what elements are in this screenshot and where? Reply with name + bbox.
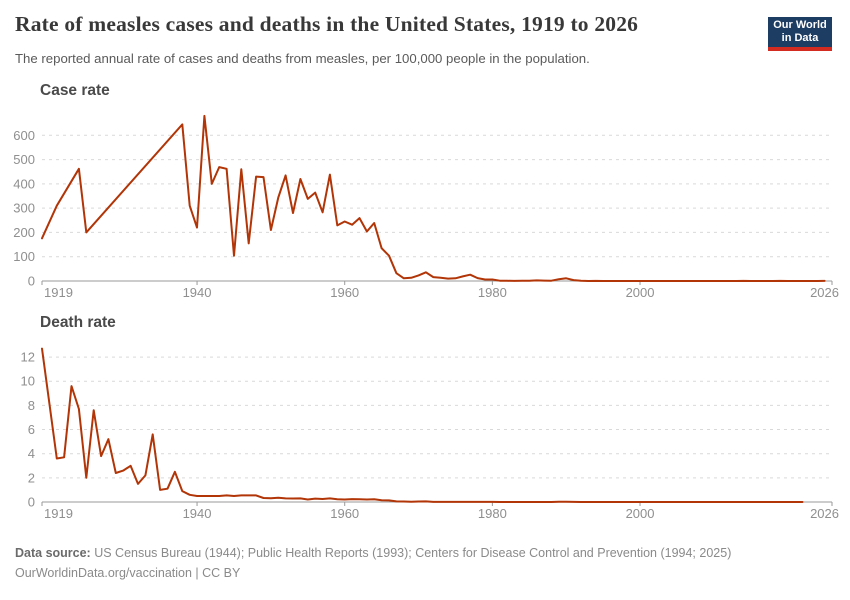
svg-text:2026: 2026 — [810, 506, 839, 521]
svg-text:8: 8 — [28, 398, 35, 413]
case-rate-panel-title: Case rate — [40, 82, 110, 99]
svg-text:600: 600 — [13, 128, 35, 143]
svg-text:2000: 2000 — [626, 285, 655, 300]
svg-text:400: 400 — [13, 176, 35, 191]
case-rate-chart: 0 100 200 300 400 500 600 1919 1940 1960 1980 2000 2… — [13, 114, 839, 300]
svg-text:1980: 1980 — [478, 285, 507, 300]
svg-text:1980: 1980 — [478, 506, 507, 521]
data-source-label: Data source: — [15, 546, 91, 560]
svg-text:100: 100 — [13, 249, 35, 264]
svg-text:2000: 2000 — [626, 506, 655, 521]
svg-text:500: 500 — [13, 152, 35, 167]
svg-text:0: 0 — [28, 274, 35, 289]
owid-logo-line2: in Data — [781, 32, 819, 44]
svg-text:1960: 1960 — [330, 285, 359, 300]
svg-text:200: 200 — [13, 225, 35, 240]
page-title: Rate of measles cases and deaths in the … — [15, 12, 639, 36]
svg-text:1940: 1940 — [183, 506, 212, 521]
svg-text:300: 300 — [13, 201, 35, 216]
license-line: OurWorldinData.org/vaccination | CC BY — [15, 566, 241, 580]
svg-text:1919: 1919 — [44, 506, 73, 521]
chart-subtitle: The reported annual rate of cases and de… — [15, 51, 590, 66]
owid-logo[interactable]: Our World in Data — [768, 17, 832, 51]
svg-text:1919: 1919 — [44, 285, 73, 300]
svg-text:4: 4 — [28, 446, 35, 461]
svg-text:2: 2 — [28, 470, 35, 485]
svg-text:2026: 2026 — [810, 285, 839, 300]
owid-logo-line1: Our World — [773, 19, 827, 31]
data-source-line: Data source: US Census Bureau (1944); Pu… — [15, 546, 731, 560]
data-source-text: US Census Bureau (1944); Public Health R… — [90, 546, 732, 560]
svg-text:10: 10 — [21, 374, 35, 389]
death-rate-chart: 0 2 4 6 8 10 12 1919 1940 1960 1980 2000 2026 — [21, 347, 839, 521]
svg-text:6: 6 — [28, 422, 35, 437]
svg-text:1960: 1960 — [330, 506, 359, 521]
svg-text:0: 0 — [28, 495, 35, 510]
death-rate-panel-title: Death rate — [40, 314, 116, 331]
svg-text:12: 12 — [21, 350, 35, 365]
svg-text:1940: 1940 — [183, 285, 212, 300]
